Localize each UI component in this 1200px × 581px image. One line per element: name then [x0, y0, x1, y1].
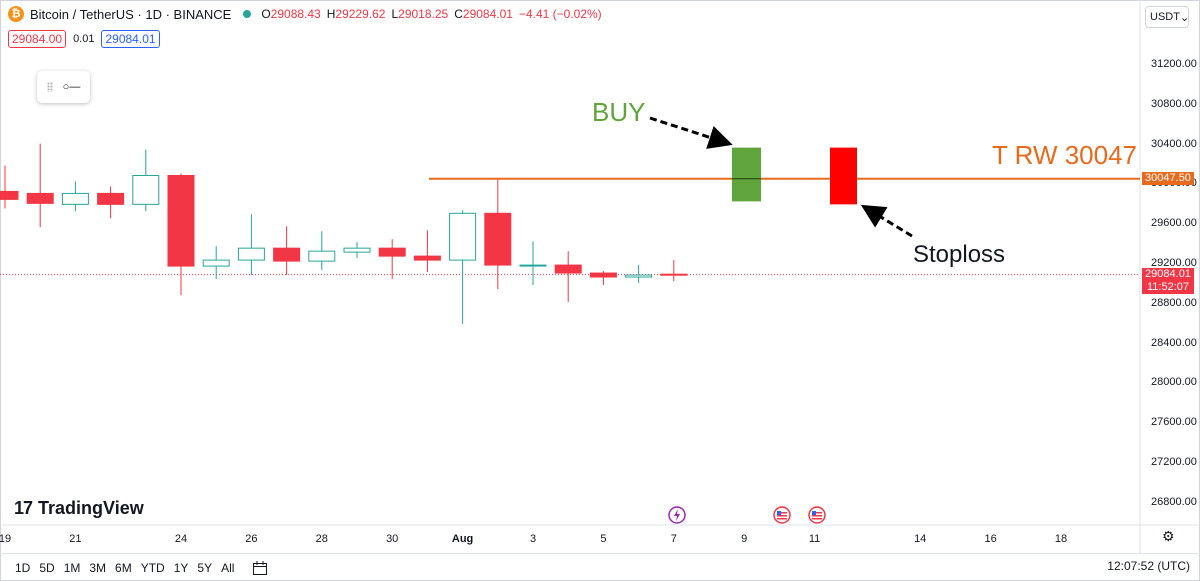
spread-value: 0.01 [73, 33, 95, 45]
candle-body [625, 274, 653, 278]
candle-body [554, 264, 582, 274]
timeframe-1y[interactable]: 1Y [173, 560, 189, 575]
candle-body [97, 192, 125, 205]
candle-body [202, 259, 230, 267]
quote-boxes: 29084.00 0.01 29084.01 [8, 30, 160, 48]
price-tick-label: 30400.00 [1151, 137, 1197, 150]
candle-body [413, 255, 441, 261]
candle-body [167, 174, 195, 267]
price-tick-label: 28800.00 [1151, 296, 1197, 309]
time-tick-label: 9 [741, 533, 748, 545]
price-tick-label: 31200.00 [1151, 58, 1197, 70]
market-status-icon[interactable] [243, 10, 252, 18]
candle-body [343, 247, 371, 253]
candle-body [660, 273, 688, 276]
bar-countdown-label: 11:52:07 [1142, 281, 1194, 294]
ohlc-close: C29084.01 [454, 7, 513, 21]
currency-select[interactable]: USDT ⌄ [1145, 6, 1189, 28]
price-tick-label: 28400.00 [1151, 336, 1197, 349]
time-tick-label: 5 [600, 533, 607, 545]
timeframe-all[interactable]: All [221, 560, 235, 575]
current-price-label: 29084.01 [1142, 268, 1194, 281]
candle-body [0, 190, 19, 200]
timeframe-1m[interactable]: 1M [63, 560, 81, 575]
price-tick-label: 29200.00 [1151, 257, 1197, 269]
tradingview-logo-text: TradingView [38, 498, 144, 518]
candle-body [519, 264, 547, 267]
us-flag-event-icon[interactable] [808, 506, 826, 524]
candle-body [273, 247, 301, 262]
symbol-legend: ₿ Bitcoin / TetherUS · 1D · BINANCE O290… [8, 6, 608, 22]
buy-zone-box [732, 147, 761, 202]
price-tick-label: 27600.00 [1151, 416, 1197, 429]
price-tick-label: 26800.00 [1151, 495, 1197, 508]
timeframe-5y[interactable]: 5Y [197, 560, 213, 575]
time-tick-label: 30 [386, 533, 399, 545]
stop-zone-box [830, 147, 857, 205]
stoploss-annotation[interactable]: Stoploss [913, 241, 1006, 268]
ohlc-change: −4.41 (−0.02%) [518, 7, 602, 21]
resistance-annotation[interactable]: T RW 30047 [992, 140, 1138, 170]
price-tick-label: 27200.00 [1151, 456, 1197, 468]
resistance-price-label: 30047.50 [1142, 172, 1194, 185]
candle-body [26, 192, 54, 204]
ohlc-low: L29018.25 [391, 7, 449, 21]
candle-body [378, 247, 406, 257]
price-tick-label: 29600.00 [1151, 217, 1197, 230]
time-tick-label: 26 [245, 533, 258, 545]
buy-arrow [649, 116, 733, 149]
chevron-down-icon: ⌄ [1179, 11, 1190, 24]
tradingview-logo: 17 TradingView [14, 498, 144, 519]
timeframe-ytd[interactable]: YTD [140, 560, 165, 575]
candle-body [132, 174, 160, 205]
bottom-toolbar: 1D 5D 1M 3M 6M YTD 1Y 5Y All 12:07:52 (U… [0, 553, 1200, 581]
us-flag-event-icon[interactable] [773, 506, 791, 524]
gear-icon[interactable]: ⚙ [1162, 528, 1175, 544]
bitcoin-icon: ₿ [8, 6, 24, 22]
symbol-title[interactable]: Bitcoin / TetherUS · 1D · BINANCE [30, 6, 232, 22]
time-tick-label: 14 [914, 533, 927, 545]
timeframe-6m[interactable]: 6M [115, 560, 132, 575]
lightning-event-icon[interactable] [668, 506, 686, 524]
candle-body [449, 212, 477, 261]
ohlc-open: O29088.43 [261, 7, 321, 21]
time-tick-label: 11 [808, 533, 821, 545]
time-tick-label: 28 [315, 533, 328, 545]
calendar-range-icon[interactable] [252, 560, 268, 576]
time-tick-label: 19 [0, 533, 12, 545]
candle-body [61, 192, 89, 205]
utc-clock[interactable]: 12:07:52 (UTC) [1107, 559, 1190, 573]
time-tick-label: 16 [984, 533, 997, 545]
timeframe-5d[interactable]: 5D [39, 560, 55, 575]
time-tick-label: 3 [529, 533, 537, 545]
candle-body [237, 247, 265, 261]
buy-price-button[interactable]: 29084.01 [101, 30, 160, 48]
time-tick-label: Aug [451, 533, 474, 545]
price-tick-label: 28000.00 [1151, 376, 1197, 389]
drag-handle-icon[interactable] [46, 82, 53, 92]
sell-price-button[interactable]: 29084.00 [8, 30, 67, 48]
candle-body [308, 250, 336, 262]
timeframe-1d[interactable]: 1D [15, 560, 31, 575]
line-tool-icon[interactable]: ○— [62, 81, 81, 93]
stoploss-arrow [860, 204, 913, 238]
candle-body [589, 272, 617, 278]
candle-body [484, 212, 512, 266]
price-tick-label: 30800.00 [1151, 97, 1197, 110]
buy-annotation[interactable]: BUY [592, 97, 646, 127]
ohlc-high: H29229.62 [326, 7, 386, 21]
floating-drawing-toolbar[interactable]: ○— [37, 71, 90, 103]
currency-label: USDT [1150, 11, 1180, 23]
time-tick-label: 18 [1054, 533, 1068, 545]
timeframe-3m[interactable]: 3M [89, 560, 107, 575]
time-tick-label: 24 [174, 533, 188, 545]
time-tick-label: 7 [670, 533, 677, 545]
tradingview-logo-icon: 17 [14, 498, 33, 518]
time-tick-label: 21 [69, 533, 82, 545]
